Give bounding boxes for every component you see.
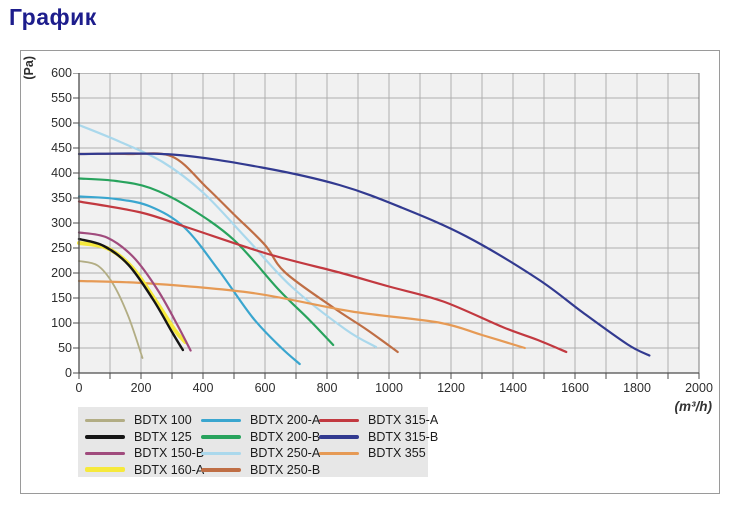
y-tick-label: 550 bbox=[51, 90, 72, 105]
legend-swatch bbox=[319, 451, 359, 455]
y-tick-label: 150 bbox=[51, 290, 72, 305]
legend-swatch bbox=[85, 467, 125, 473]
series-curve-bdtx-125 bbox=[77, 237, 185, 352]
y-tick-label: 50 bbox=[58, 340, 72, 355]
legend-swatch bbox=[201, 418, 241, 422]
legend-label: BDTX 315-B bbox=[368, 429, 439, 444]
y-axis-title: (Pa) bbox=[22, 56, 36, 80]
y-tick-label: 250 bbox=[51, 240, 72, 255]
legend-item: BDTX 315-A bbox=[319, 414, 438, 427]
x-tick-label: 800 bbox=[316, 381, 338, 395]
legend-label: BDTX 150-B bbox=[134, 446, 205, 460]
legend-swatch bbox=[85, 451, 125, 455]
legend-swatch bbox=[85, 418, 125, 422]
legend-item: BDTX 355 bbox=[319, 447, 438, 460]
y-tick-label: 350 bbox=[51, 190, 72, 205]
legend-label: BDTX 200-A bbox=[250, 413, 321, 427]
x-tick-label: 1800 bbox=[623, 381, 651, 395]
legend-swatch bbox=[85, 435, 125, 439]
legend-item: BDTX 125 bbox=[85, 429, 201, 444]
series-curve-bdtx-315-a bbox=[77, 200, 568, 354]
y-tick-label: 450 bbox=[51, 140, 72, 155]
legend-label: BDTX 250-B bbox=[250, 462, 321, 477]
legend-swatch bbox=[201, 468, 241, 472]
series-curve-bdtx-150-b bbox=[77, 231, 192, 352]
y-tick-label: 300 bbox=[51, 215, 72, 230]
legend-label: BDTX 315-A bbox=[368, 413, 439, 427]
legend-item: BDTX 315-B bbox=[319, 429, 439, 444]
y-tick-label: 500 bbox=[51, 115, 72, 130]
x-tick-label: 1400 bbox=[499, 381, 527, 395]
legend-item: BDTX 200-B bbox=[201, 429, 321, 444]
y-tick-label: 400 bbox=[51, 165, 72, 180]
legend-label: BDTX 100 bbox=[134, 413, 192, 427]
x-tick-label: 2000 bbox=[685, 381, 713, 395]
legend-item: BDTX 150-B bbox=[85, 446, 205, 460]
legend-swatch bbox=[201, 435, 241, 439]
legend-label: BDTX 160-A bbox=[134, 462, 205, 477]
legend-item: BDTX 250-B bbox=[201, 462, 321, 477]
legend-label: BDTX 250-A bbox=[250, 446, 321, 460]
legend-label: BDTX 125 bbox=[134, 429, 192, 444]
legend-label: BDTX 200-B bbox=[250, 429, 321, 444]
series-curve-bdtx-200-b bbox=[77, 177, 335, 347]
series-curve-bdtx-200-a bbox=[77, 195, 301, 366]
x-tick-label: 1200 bbox=[437, 381, 465, 395]
series-curve-bdtx-100 bbox=[78, 260, 144, 359]
y-tick-label: 0 bbox=[65, 365, 72, 380]
series-curve-bdtx-355 bbox=[77, 279, 526, 350]
legend-swatch bbox=[319, 418, 359, 422]
page-title: График bbox=[9, 4, 97, 30]
y-tick-label: 600 bbox=[51, 65, 72, 80]
x-tick-label: 1000 bbox=[375, 381, 403, 395]
series-curve-bdtx-250-a bbox=[77, 123, 378, 349]
legend-swatch bbox=[319, 435, 359, 439]
legend-item: BDTX 160-A bbox=[85, 462, 205, 477]
legend-item: BDTX 100 bbox=[85, 414, 201, 427]
chart-plot-area bbox=[73, 73, 700, 379]
x-tick-label: 0 bbox=[75, 381, 83, 395]
x-tick-label: 200 bbox=[130, 381, 152, 395]
x-tick-label: 400 bbox=[192, 381, 214, 395]
chart-legend: BDTX 100 BDTX 125 BDTX 150-B BDTX 160-A BDTX… bbox=[78, 407, 438, 477]
y-tick-label: 200 bbox=[51, 265, 72, 280]
legend-item: BDTX 200-A bbox=[201, 413, 321, 427]
legend-label: BDTX 355 bbox=[368, 446, 426, 460]
legend-swatch bbox=[201, 451, 241, 455]
series-curve-bdtx-315-b bbox=[77, 152, 651, 357]
y-tick-label: 100 bbox=[51, 315, 72, 330]
x-tick-label: 1600 bbox=[561, 381, 589, 395]
x-tick-label: 600 bbox=[254, 381, 276, 395]
legend-item: BDTX 250-A bbox=[201, 446, 321, 460]
x-axis-title: (m³/h) bbox=[674, 399, 713, 414]
